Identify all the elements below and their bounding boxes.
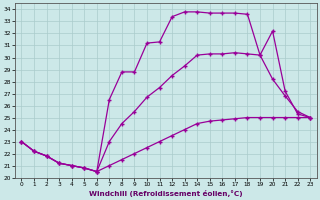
X-axis label: Windchill (Refroidissement éolien,°C): Windchill (Refroidissement éolien,°C) bbox=[89, 190, 243, 197]
